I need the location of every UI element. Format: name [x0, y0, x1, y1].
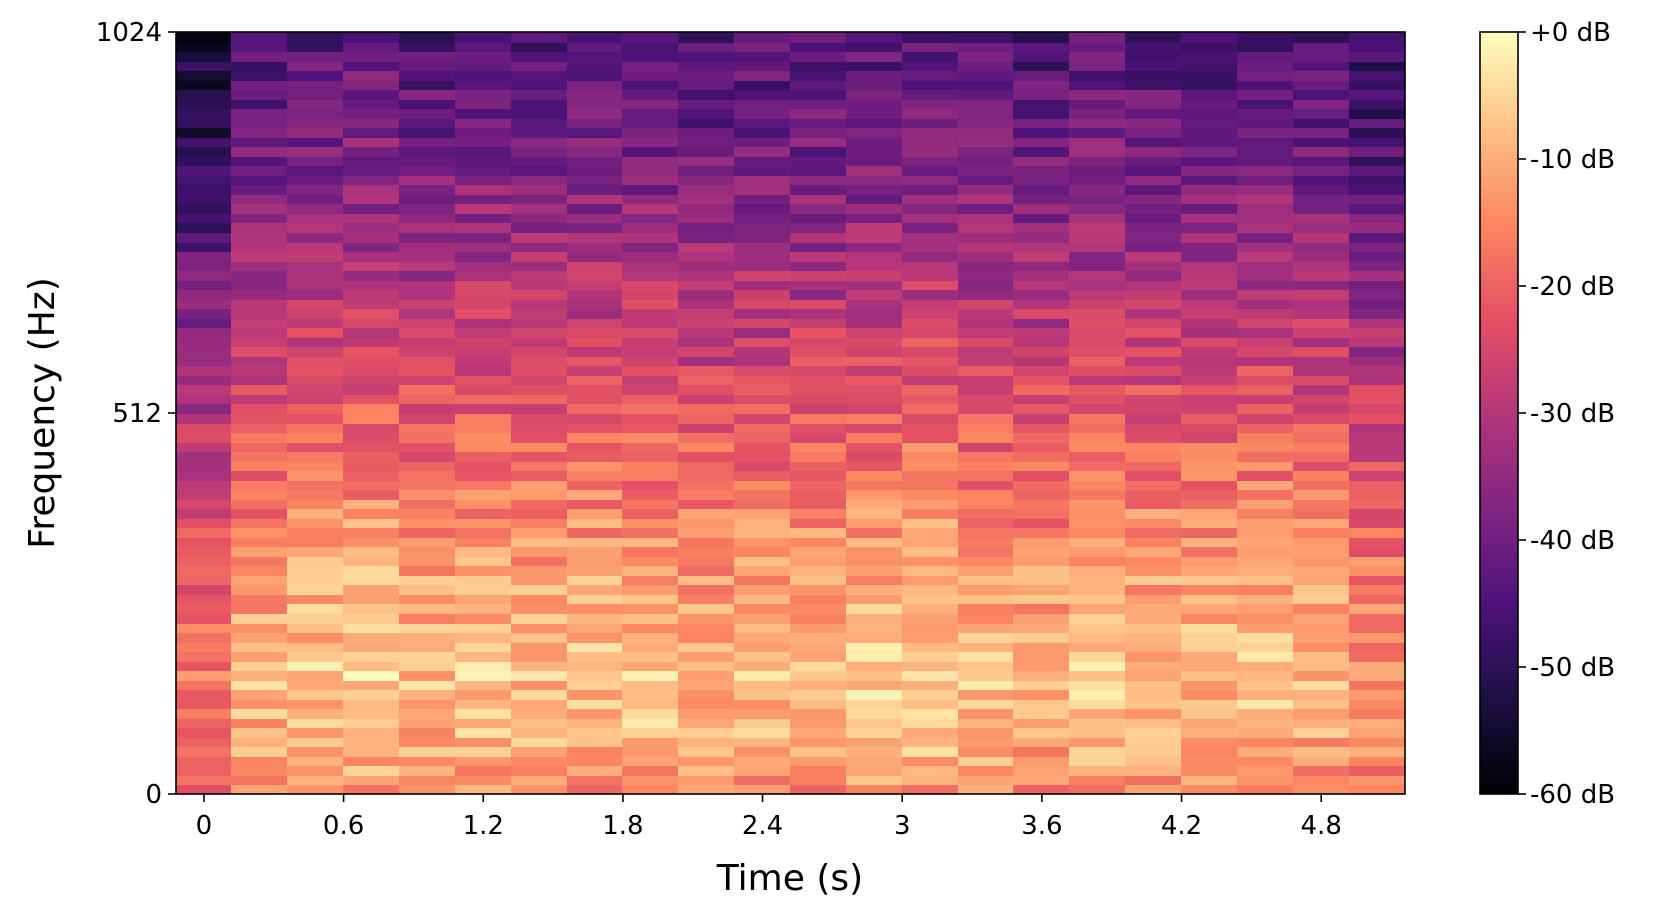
- x-tick-label: 2.4: [742, 811, 783, 841]
- y-tick-label: 0: [145, 780, 162, 810]
- colorbar-tick-label: -40 dB: [1530, 526, 1615, 556]
- colorbar-tick-label: -50 dB: [1530, 653, 1615, 683]
- x-tick-label: 3.6: [1021, 811, 1062, 841]
- y-tick-label: 512: [112, 399, 162, 429]
- colorbar-ticks: +0 dB -10 dB -20 dB -30 dB -40 dB -50 dB -60 d…: [1518, 18, 1615, 810]
- colorbar-tick-label: +0 dB: [1530, 18, 1611, 48]
- x-tick-label: 3: [894, 811, 911, 841]
- y-axis-ticks: 0 512 1024: [96, 18, 176, 810]
- colorbar-tick-label: -10 dB: [1530, 145, 1615, 175]
- colorbar-gradient: [1480, 32, 1518, 794]
- plot-frame: [175, 31, 1519, 795]
- spectrogram-heatmap: [176, 32, 1405, 794]
- colorbar-tick-label: -30 dB: [1530, 399, 1615, 429]
- x-axis-ticks: 0 0.6 1.2 1.8 2.4 3 3.6 4.2 4.8: [196, 794, 1342, 841]
- y-tick-label: 1024: [96, 18, 162, 48]
- x-tick-label: 4.8: [1301, 811, 1342, 841]
- x-tick-label: 1.8: [602, 811, 643, 841]
- colorbar-tick-label: -20 dB: [1530, 272, 1615, 302]
- x-tick-label: 0.6: [323, 811, 364, 841]
- y-axis-label: Frequency (Hz): [22, 277, 63, 548]
- colorbar-tick-label: -60 dB: [1530, 780, 1615, 810]
- x-tick-label: 1.2: [463, 811, 504, 841]
- x-axis-label: Time (s): [716, 858, 863, 899]
- x-tick-label: 4.2: [1161, 811, 1202, 841]
- x-tick-label: 0: [196, 811, 213, 841]
- colorbar-border: [1479, 31, 1519, 795]
- plot-border: [175, 31, 1406, 795]
